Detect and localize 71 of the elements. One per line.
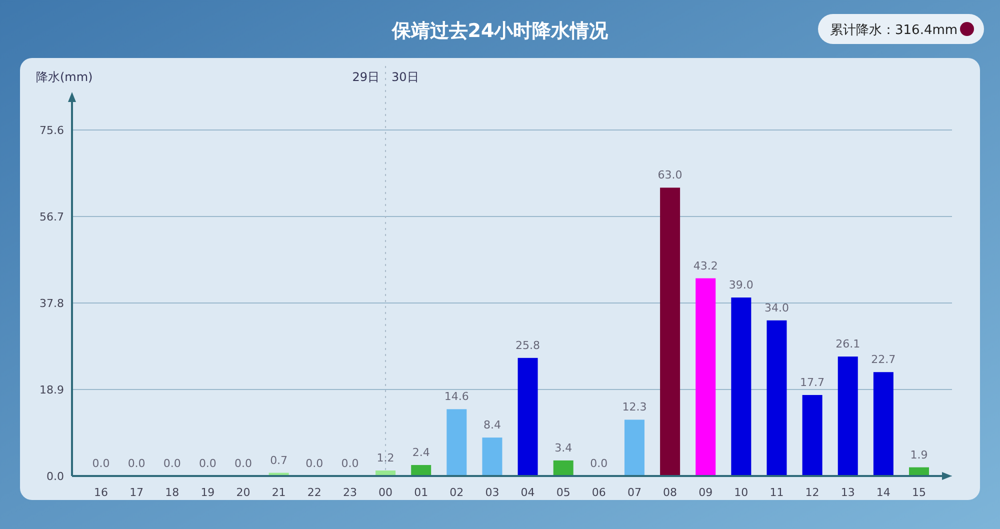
data-label: 26.1	[836, 338, 860, 351]
x-tick-label: 01	[414, 486, 428, 499]
x-tick-label: 08	[663, 486, 678, 499]
y-tick-label: 75.6	[40, 124, 64, 137]
x-tick-label: 16	[94, 486, 108, 499]
y-tick-label: 0.0	[46, 470, 64, 483]
data-label: 25.8	[516, 338, 540, 352]
x-tick-label: 13	[840, 486, 855, 499]
data-label: 0.0	[234, 457, 252, 470]
x-tick-label: 11	[770, 486, 784, 499]
x-tick-label: 06	[592, 486, 606, 499]
bar	[802, 394, 822, 476]
data-label: 0.0	[306, 457, 324, 470]
y-tick-label: 37.8	[40, 297, 64, 310]
x-tick-label: 17	[130, 486, 144, 499]
bar	[696, 278, 716, 476]
bar	[660, 188, 680, 476]
data-label: 2.4	[412, 446, 430, 460]
data-label: 22.7	[871, 353, 896, 366]
data-label: 1.9	[910, 448, 928, 462]
data-label: 3.4	[554, 441, 572, 454]
data-label: 43.2	[693, 259, 718, 272]
data-label: 12.3	[622, 400, 647, 414]
text: 29日	[352, 70, 380, 84]
x-tick-label: 00	[378, 486, 393, 499]
bar	[838, 356, 858, 476]
x-tick-label: 02	[450, 486, 464, 499]
x-tick-label: 19	[200, 486, 215, 499]
bar	[518, 358, 538, 476]
data-label: 8.4	[483, 418, 501, 432]
y-tick-label: 18.9	[40, 384, 64, 396]
x-tick-label: 14	[876, 486, 890, 499]
data-label: 0.0	[128, 457, 146, 470]
x-tick-label: 21	[272, 486, 286, 499]
data-label: 39.0	[728, 278, 754, 292]
x-tick-label: 10	[734, 486, 748, 499]
y-tick-label: 56.7	[40, 210, 64, 224]
x-tick-label: 09	[698, 486, 713, 499]
bar	[553, 460, 574, 476]
x-tick-label: 22	[307, 486, 322, 499]
bar	[411, 465, 432, 476]
data-label: 0.0	[163, 457, 181, 470]
x-tick-label: 23	[342, 486, 357, 499]
data-label: 0.0	[198, 457, 216, 470]
chart-title: 保靖过去24小时降水情况	[390, 20, 610, 42]
bar	[482, 438, 502, 476]
data-label: 0.0	[92, 457, 110, 470]
y-axis-title: 降水(mm)	[36, 70, 93, 84]
bar	[731, 298, 752, 476]
text: 30日	[392, 70, 419, 84]
bar	[446, 409, 467, 476]
data-label: 0.0	[341, 457, 359, 470]
data-label: 14.6	[444, 390, 469, 404]
data-label: 17.7	[800, 376, 825, 389]
data-label: 0.0	[590, 457, 608, 470]
x-tick-label: 03	[485, 486, 500, 499]
data-label: 34.0	[764, 301, 789, 314]
x-tick-label: 20	[236, 486, 250, 499]
data-label: 1.2	[376, 452, 394, 465]
x-tick-label: 15	[912, 486, 926, 499]
x-tick-label: 18	[165, 486, 180, 499]
data-label: 63.0	[658, 168, 682, 182]
bar	[766, 320, 787, 476]
x-tick-label: 07	[627, 486, 642, 499]
x-tick-label: 12	[805, 486, 820, 499]
bar	[624, 420, 644, 476]
text: 累计降水：316.4mm	[830, 23, 958, 38]
x-tick-label: 05	[556, 486, 570, 499]
data-label: 0.7	[270, 454, 288, 467]
bar	[873, 372, 894, 476]
x-tick-label: 04	[520, 486, 535, 499]
